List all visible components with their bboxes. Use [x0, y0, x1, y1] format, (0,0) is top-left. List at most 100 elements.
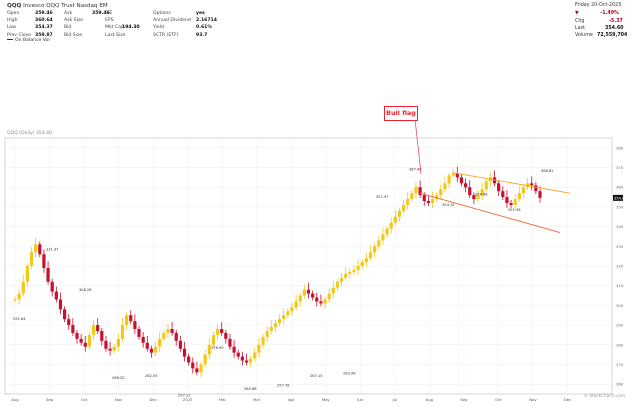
last-price-label: 354.60	[614, 196, 627, 200]
x-tick-label: Mar	[253, 397, 261, 402]
price-level-label: 262.55	[145, 374, 158, 378]
candle-body	[232, 346, 236, 353]
y-tick-label: 380	[616, 145, 624, 150]
candle-body	[112, 346, 116, 351]
quote2-label: Bid	[64, 25, 72, 31]
candle-body	[178, 340, 182, 349]
options-value: 2.16714	[196, 18, 217, 24]
candle-body	[240, 356, 244, 361]
candle-body	[414, 187, 418, 194]
candle-body	[133, 321, 137, 330]
options-value: yes	[196, 11, 205, 16]
candle-body	[224, 332, 228, 339]
annotation-pointer	[414, 118, 422, 174]
candle-body	[418, 187, 422, 196]
fund-label: Mkt Cap	[105, 25, 124, 31]
candle-body	[364, 258, 368, 263]
x-tick-label: Oct	[495, 397, 502, 402]
candle-body	[96, 325, 100, 331]
candle-body	[42, 254, 46, 268]
candle-body	[253, 352, 257, 359]
down-arrow-icon: ▼	[575, 11, 579, 16]
price-legend: QQQ (Daily) 354.60	[7, 131, 53, 136]
candle-body	[191, 362, 195, 369]
options-value: 93.7	[196, 32, 208, 38]
candle-body	[406, 199, 410, 205]
candle-body	[331, 287, 335, 294]
candle-body	[352, 269, 356, 272]
quote2-label: Bid Size	[64, 32, 83, 38]
candle-body	[244, 360, 249, 363]
candle-body	[447, 175, 451, 184]
candle-body	[401, 204, 406, 211]
candle-body	[381, 234, 385, 241]
quote-value: 354.37	[35, 25, 53, 31]
y-tick-label: 290	[616, 323, 624, 328]
candle-body	[513, 199, 517, 205]
y-tick-label: 260	[616, 382, 624, 387]
candle-body	[228, 338, 232, 347]
candle-body	[170, 329, 174, 333]
price-level-label: 367.40	[409, 168, 422, 172]
candle-body	[530, 183, 534, 186]
fund-value: 194.30	[122, 25, 140, 31]
x-tick-label: Feb	[219, 397, 226, 402]
candle-body	[71, 325, 75, 333]
options-label: Options	[153, 11, 171, 16]
x-tick-label: 2023	[183, 397, 193, 402]
quote-header: QQQ Invesco QQQ Trust Nasdaq EM Open 359.…	[0, 0, 640, 50]
options-value: 0.61%	[196, 25, 212, 31]
candle-body	[319, 301, 323, 304]
price-level-label: 276.90	[211, 346, 224, 350]
candle-body	[100, 330, 104, 341]
price-level-label: 331.37	[46, 248, 59, 252]
candle-body	[505, 197, 509, 203]
candle-body	[389, 222, 393, 229]
candle-body	[141, 336, 145, 343]
quote-label: Prev Close	[7, 32, 31, 38]
candle-body	[368, 252, 373, 259]
x-tick-label: Dec	[149, 397, 156, 402]
quote-label: Open	[7, 11, 20, 16]
quote-date: Friday 20-Oct-2023	[575, 3, 622, 8]
candle-body	[480, 189, 484, 196]
candle-body	[34, 244, 38, 253]
candle-body	[476, 195, 480, 200]
candle-body	[166, 329, 170, 333]
ticker-name: Invesco QQQ Trust Nasdaq EM	[23, 3, 108, 9]
lower-channel-line	[419, 192, 561, 233]
candle-body	[298, 295, 302, 302]
x-tick-label: Nov	[529, 397, 537, 402]
price-level-label: 354.66	[475, 193, 488, 197]
chg-row: Chg -5.37	[575, 19, 623, 24]
candle-body	[468, 187, 472, 196]
candle-body	[463, 183, 468, 188]
x-tick-label: Aug	[11, 397, 19, 402]
price-level-label: 366.82	[541, 169, 554, 173]
candle-body	[302, 289, 306, 296]
candle-body	[79, 338, 83, 343]
candle-body	[323, 299, 327, 304]
candle-body	[273, 323, 278, 328]
candle-body	[158, 338, 162, 347]
candle-body	[25, 266, 30, 282]
change-pct: -1.49%	[600, 11, 619, 16]
x-tick-label: Nov	[115, 397, 123, 402]
candle-body	[497, 183, 501, 192]
candle-body	[509, 202, 513, 205]
chg-label: Chg	[575, 19, 585, 24]
candle-body	[207, 344, 211, 355]
quote-value: 359.87	[35, 32, 53, 38]
price-level-label: 291.64	[13, 317, 26, 321]
y-tick-label: 280	[616, 342, 624, 347]
candle-body	[13, 299, 17, 301]
candle-body	[125, 315, 129, 326]
candle-body	[484, 181, 488, 190]
candle-body	[21, 281, 25, 294]
x-tick-label: Jul	[392, 397, 398, 402]
candle-body	[54, 291, 58, 300]
quote2-label: Ask	[64, 11, 73, 16]
candle-body	[63, 309, 67, 320]
candle-body	[290, 307, 294, 312]
